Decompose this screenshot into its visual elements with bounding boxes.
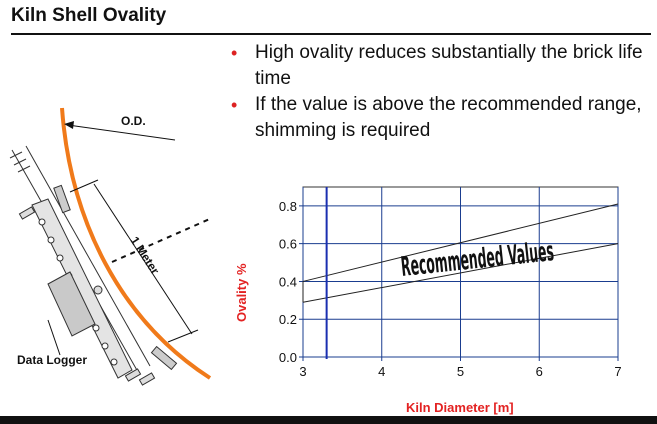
x-tick-label: 7 [614,364,621,379]
bottom-contact-pad [150,345,178,371]
x-tick-label: 5 [457,364,464,379]
meter-ext-top [69,179,99,193]
bullet-item: • High ovality reduces substantially the … [225,40,650,92]
top-contact-pad [53,184,71,214]
center-dashed-line [111,217,213,263]
series-line-1 [302,203,619,282]
data-logger-box [47,271,96,337]
bullet-dot-icon: • [231,43,238,63]
od-arrowhead-icon [64,121,74,129]
data-logger-label: Data Logger [17,353,87,367]
y-tick-label: 0.6 [279,237,297,252]
title-bar: Kiln Shell Ovality [0,0,657,33]
x-tick-label: 3 [299,364,306,379]
bullet-list: • High ovality reduces substantially the … [225,40,650,144]
mid-wheel [93,285,103,295]
od-arrow [67,124,176,141]
measuring-rod [11,145,151,379]
ovality-chart: 3 4 5 6 70.00.20.40.60.8 Recommended Values … [234,186,622,415]
chart-marks [302,187,619,359]
chart-ticks: 3 4 5 6 7 0.0 0.2 0.4 0.6 0.8 [279,199,622,379]
series-line-2 [302,243,619,303]
bullet-item: • If the value is above the recommended r… [225,92,650,144]
meter-label: 1 Meter [127,234,162,277]
y-tick-label: 0.2 [279,312,297,327]
meter-ext-bottom [167,329,199,343]
bullet-dot-icon: • [231,95,238,115]
meter-dim-line [93,183,193,335]
y-tick-label: 0.4 [279,274,297,289]
x-tick-label: 4 [378,364,385,379]
y-tick-label: 0.0 [279,350,297,365]
bullet-text: High ovality reduces substantially the b… [255,42,643,89]
x-axis-title: Kiln Diameter [m] [406,400,514,415]
y-tick-label: 0.8 [279,199,297,214]
title-divider [11,33,651,35]
kiln-diagram: O.D. [9,107,213,386]
data-logger-pointer [47,319,61,356]
kiln-shell-arc [60,107,212,380]
bullet-text: If the value is above the recommended ra… [255,94,642,141]
bottom-divider [0,416,657,424]
od-label: O.D. [121,114,146,128]
slide-title: Kiln Shell Ovality [11,5,167,26]
rod-end-caps [9,151,156,386]
y-axis-title: Ovality % [234,263,249,322]
x-tick-label: 6 [536,364,543,379]
